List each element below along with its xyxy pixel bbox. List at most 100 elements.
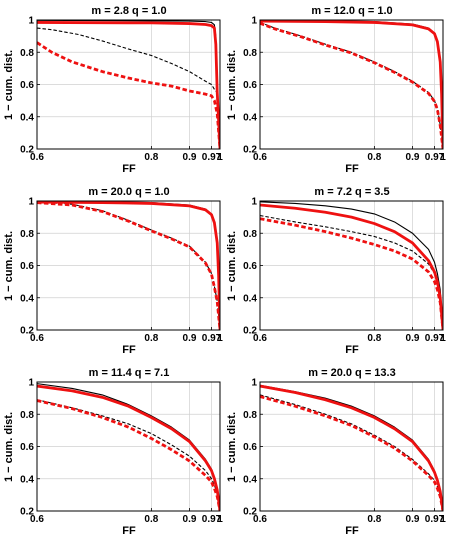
series-line-3 <box>260 384 443 511</box>
x-axis-label: FF <box>345 344 359 356</box>
y-axis-label: 1 − cum. dist. <box>3 231 15 301</box>
y-tick-label: 0.6 <box>243 442 257 453</box>
x-tick-label: 0.97 <box>202 514 222 525</box>
panel-title: m = 12.0 q = 1.0 <box>311 5 392 17</box>
x-tick-label: 0.97 <box>425 514 445 525</box>
y-tick-label: 0.4 <box>243 474 257 485</box>
series-line-1 <box>260 201 443 330</box>
y-tick-label: 0.8 <box>20 48 34 59</box>
series-line-4 <box>37 41 220 149</box>
x-tick-label: 1 <box>217 333 223 344</box>
y-tick-label: 0.8 <box>243 410 257 421</box>
x-tick-label: 0.8 <box>367 514 381 525</box>
x-tick-label: 0.8 <box>367 152 381 163</box>
series-line-4 <box>260 217 443 330</box>
x-axis-label: FF <box>345 525 359 537</box>
series-line-4 <box>37 201 220 330</box>
x-tick-label: 1 <box>217 514 223 525</box>
y-axis-label: 1 − cum. dist. <box>226 50 238 120</box>
x-tick-label: 0.9 <box>406 514 420 525</box>
series-line-3 <box>260 203 443 330</box>
y-tick-label: 0.6 <box>20 442 34 453</box>
y-tick-label: 0.4 <box>20 293 34 304</box>
series-line-4 <box>37 399 220 511</box>
series-line-3 <box>37 21 220 149</box>
x-tick-label: 0.6 <box>30 333 44 344</box>
y-tick-label: 1 <box>28 197 34 208</box>
y-tick-label: 0.2 <box>243 507 257 518</box>
x-tick-label: 0.8 <box>144 152 158 163</box>
y-tick-label: 0.2 <box>20 507 34 518</box>
x-tick-label: 1 <box>440 514 446 525</box>
y-tick-label: 0.8 <box>20 229 34 240</box>
x-tick-label: 0.6 <box>30 152 44 163</box>
y-axis-label: 1 − cum. dist. <box>3 50 15 120</box>
series-line-4 <box>260 395 443 511</box>
panel-title: m = 7.2 q = 3.5 <box>314 186 389 198</box>
series-line-4 <box>260 21 443 149</box>
y-tick-label: 0.2 <box>20 145 34 156</box>
y-tick-label: 0.8 <box>243 48 257 59</box>
x-tick-label: 0.8 <box>144 333 158 344</box>
x-tick-label: 0.8 <box>144 514 158 525</box>
panel-4: m = 7.2 q = 3.5 1 − cum. dist. FF 0.6 0.8… <box>226 186 446 356</box>
y-axis-label: 1 − cum. dist. <box>226 412 238 482</box>
y-axis-label: 1 − cum. dist. <box>3 412 15 482</box>
y-axis-label: 1 − cum. dist. <box>226 231 238 301</box>
x-tick-label: 0.8 <box>367 333 381 344</box>
x-tick-label: 0.9 <box>406 333 420 344</box>
y-tick-label: 1 <box>251 378 257 389</box>
x-axis-label: FF <box>122 525 136 537</box>
x-tick-label: 0.6 <box>253 152 267 163</box>
x-tick-label: 0.9 <box>406 152 420 163</box>
panel-title: m = 2.8 q = 1.0 <box>91 5 166 17</box>
x-tick-label: 0.97 <box>202 152 222 163</box>
y-tick-label: 0.4 <box>243 293 257 304</box>
y-tick-label: 0.6 <box>243 261 257 272</box>
y-tick-label: 1 <box>28 16 34 27</box>
x-tick-label: 0.97 <box>202 333 222 344</box>
y-tick-label: 0.6 <box>20 261 34 272</box>
x-axis-label: FF <box>122 344 136 356</box>
y-tick-label: 1 <box>28 378 34 389</box>
panel-title: m = 20.0 q = 1.0 <box>88 186 169 198</box>
x-tick-label: 0.6 <box>253 514 267 525</box>
series-line-2 <box>37 399 220 511</box>
panel-5: m = 11.4 q = 7.1 1 − cum. dist. FF 0.6 0.… <box>3 367 223 537</box>
x-axis-label: FF <box>122 163 136 175</box>
series-line-2 <box>37 27 220 146</box>
y-tick-label: 0.4 <box>20 474 34 485</box>
series-line-3 <box>260 20 443 149</box>
y-tick-label: 0.6 <box>243 80 257 91</box>
y-tick-label: 0.2 <box>243 326 257 337</box>
panel-title: m = 11.4 q = 7.1 <box>89 367 170 379</box>
y-tick-label: 0.2 <box>243 145 257 156</box>
panel-title: m = 20.0 q = 13.3 <box>308 367 395 379</box>
x-tick-label: 0.9 <box>183 152 197 163</box>
panel-2: m = 12.0 q = 1.0 1 − cum. dist. FF 0.6 0.… <box>226 5 446 175</box>
x-tick-label: 0.6 <box>253 333 267 344</box>
x-tick-label: 1 <box>440 333 446 344</box>
x-tick-label: 0.6 <box>30 514 44 525</box>
series-line-3 <box>37 201 220 330</box>
series-line-3 <box>37 384 220 511</box>
y-tick-label: 0.2 <box>20 326 34 337</box>
x-tick-label: 0.9 <box>183 514 197 525</box>
panel-3: m = 20.0 q = 1.0 1 − cum. dist. FF 0.6 0.… <box>3 186 223 356</box>
x-tick-label: 1 <box>440 152 446 163</box>
y-tick-label: 0.8 <box>243 229 257 240</box>
x-tick-label: 0.9 <box>183 333 197 344</box>
y-tick-label: 0.8 <box>20 410 34 421</box>
x-tick-label: 1 <box>217 152 223 163</box>
x-tick-label: 0.97 <box>425 152 445 163</box>
y-tick-label: 0.6 <box>20 80 34 91</box>
x-axis-label: FF <box>345 163 359 175</box>
